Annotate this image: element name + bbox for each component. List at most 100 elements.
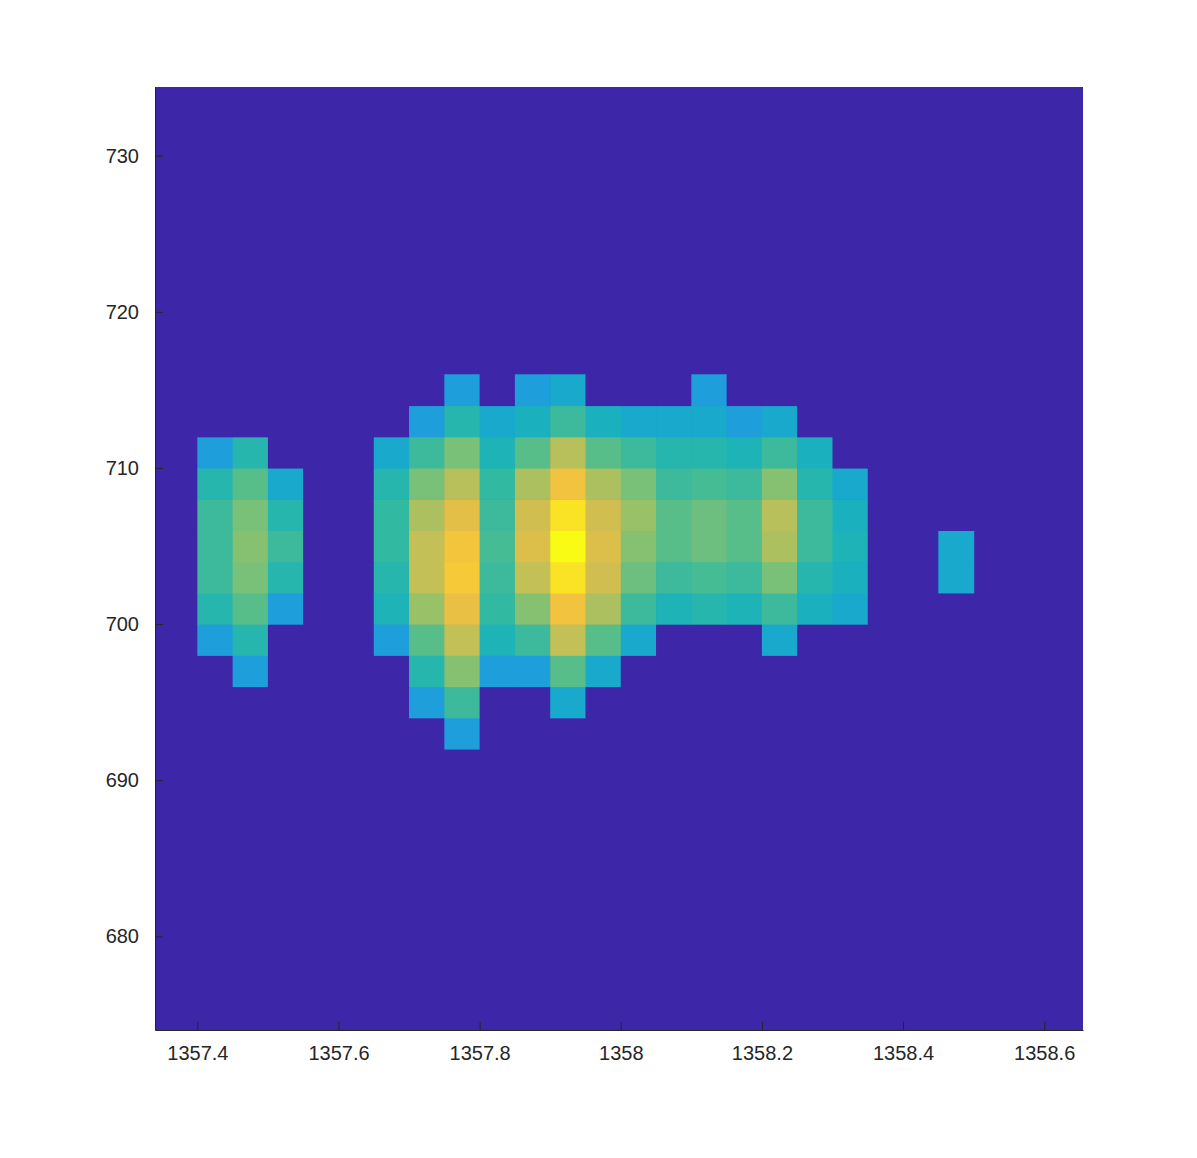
heatmap-cell (797, 718, 833, 750)
heatmap-cell (727, 499, 763, 531)
axis-line (155, 88, 156, 1031)
heatmap-cell (233, 624, 269, 656)
heatmap-cell (197, 437, 233, 469)
heatmap-cell (233, 437, 269, 469)
heatmap-cell (409, 718, 445, 750)
heatmap-cell (515, 655, 551, 687)
heatmap-cell (903, 405, 939, 437)
heatmap-cell (691, 593, 727, 625)
tick: 710 (106, 457, 163, 479)
tick-mark (762, 1022, 763, 1030)
heatmap-cell (868, 405, 904, 437)
heatmap-cell (938, 624, 974, 656)
heatmap-cell (691, 499, 727, 531)
heatmap-cell (374, 530, 410, 562)
heatmap-cell (727, 405, 763, 437)
heatmap-cell (338, 718, 374, 750)
heatmap-cell (268, 687, 304, 719)
heatmap-cell (832, 374, 868, 406)
heatmap-cell (656, 374, 692, 406)
heatmap-cell (656, 437, 692, 469)
chart: 1357.41357.61357.813581358.21358.41358.6… (0, 0, 1197, 1158)
heatmap-cell (444, 499, 480, 531)
tick-mark (155, 624, 163, 625)
heatmap-cell (585, 562, 621, 594)
heatmap-cell (197, 374, 233, 406)
tick-label: 1358 (599, 1042, 644, 1064)
heatmap-cell (374, 624, 410, 656)
tick-label: 730 (106, 145, 139, 167)
tick: 1358.6 (1014, 1022, 1075, 1064)
heatmap-cell (903, 499, 939, 531)
heatmap-cell (233, 718, 269, 750)
heatmap-cell (691, 437, 727, 469)
heatmap-cell (515, 468, 551, 500)
heatmap-cell (868, 499, 904, 531)
heatmap-cell (656, 718, 692, 750)
tick: 680 (106, 925, 163, 947)
heatmap-cell (621, 374, 657, 406)
tick-label: 720 (106, 301, 139, 323)
heatmap-cell (832, 468, 868, 500)
heatmap-cell (197, 718, 233, 750)
heatmap-cell (762, 468, 798, 500)
axis-line (156, 1030, 1084, 1031)
heatmap-cell (338, 374, 374, 406)
heatmap-cell (374, 468, 410, 500)
heatmap-cell (797, 437, 833, 469)
heatmap-cell (480, 718, 516, 750)
heatmap-cell (762, 655, 798, 687)
heatmap-cell (409, 687, 445, 719)
heatmap-cell (550, 624, 586, 656)
heatmap-cell (938, 437, 974, 469)
heatmap-cell (550, 562, 586, 594)
heatmap-cell (233, 405, 269, 437)
heatmap-cell (656, 624, 692, 656)
heatmap-cell (797, 624, 833, 656)
heatmap-cell (480, 499, 516, 531)
heatmap-cell (303, 374, 339, 406)
heatmap-cell (762, 374, 798, 406)
heatmap-cell (444, 530, 480, 562)
tick: 730 (106, 145, 163, 167)
heatmap-cell (268, 468, 304, 500)
y-axis: 680690700710720730 (106, 88, 163, 1031)
tick-mark (621, 1022, 622, 1030)
heatmap-cell (656, 530, 692, 562)
heatmap-cell (832, 405, 868, 437)
heatmap-cell (868, 562, 904, 594)
tick-mark (480, 1022, 481, 1030)
heatmap-cell (797, 655, 833, 687)
heatmap-cell (797, 468, 833, 500)
heatmap-cell (762, 405, 798, 437)
heatmap-cell (868, 374, 904, 406)
heatmap-cell (762, 437, 798, 469)
heatmap-cell (903, 655, 939, 687)
heatmap-cell (338, 499, 374, 531)
heatmap-cell (268, 374, 304, 406)
heatmap-cell (797, 374, 833, 406)
heatmap-cell (762, 593, 798, 625)
tick: 1357.8 (450, 1022, 511, 1064)
heatmap-cell (303, 468, 339, 500)
tick-mark (155, 780, 163, 781)
heatmap-cell (550, 593, 586, 625)
heatmap-cell (550, 718, 586, 750)
heatmap-cell (832, 499, 868, 531)
heatmap-cell (621, 624, 657, 656)
heatmap-cell (444, 687, 480, 719)
heatmap-cell (197, 624, 233, 656)
heatmap-cell (409, 405, 445, 437)
heatmap-cell (762, 530, 798, 562)
heatmap-cell (903, 437, 939, 469)
tick-mark (1044, 1022, 1045, 1030)
heatmap-cell (727, 374, 763, 406)
heatmap-cell (903, 718, 939, 750)
heatmap-cell (656, 468, 692, 500)
heatmap-cell (832, 655, 868, 687)
tick: 690 (106, 769, 163, 791)
heatmap-cell (938, 499, 974, 531)
heatmap-cell (938, 593, 974, 625)
heatmap-cell (303, 499, 339, 531)
heatmap-cell (515, 687, 551, 719)
